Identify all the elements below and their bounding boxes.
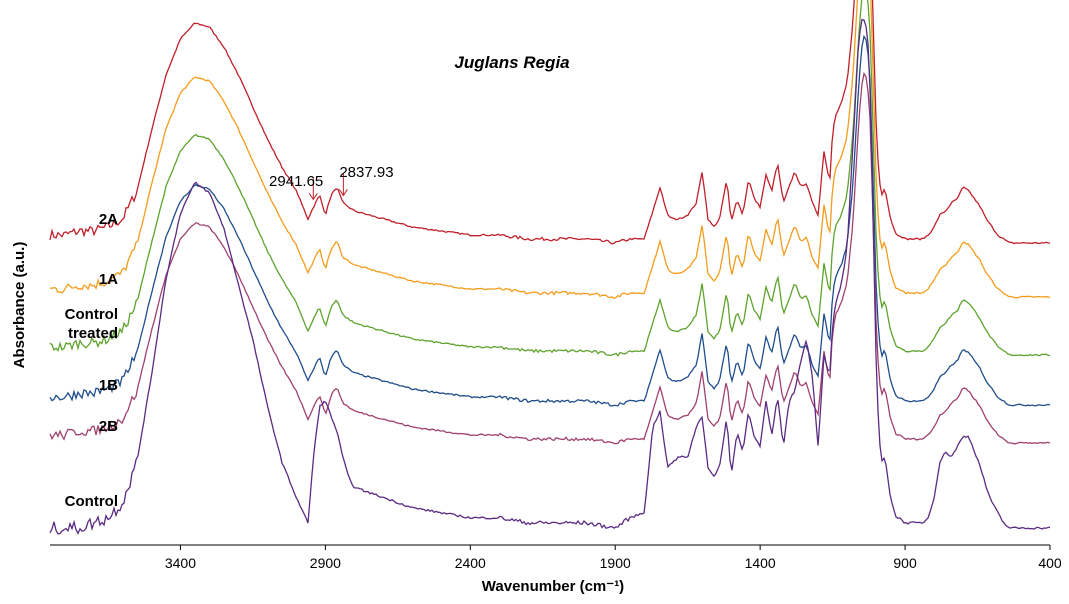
- chart-title: Juglans Regia: [454, 53, 569, 72]
- plot-area: 3400 2900 2400 1900 1400 900 400 2A 1A Control tr…: [49, 0, 1062, 571]
- series-line: [49, 0, 1051, 300]
- series-label: 1B: [99, 377, 118, 394]
- series-line: [49, 0, 1051, 357]
- series-line: [49, 71, 1051, 445]
- x-tick-label: 400: [1038, 555, 1062, 571]
- series-line: [49, 34, 1051, 407]
- series-label: 1A: [99, 271, 118, 288]
- annotation-arrowhead: [338, 189, 348, 197]
- series-line: [49, 0, 1051, 245]
- y-axis-label: Absorbance (a.u.): [11, 242, 28, 369]
- series-line: [49, 18, 1051, 535]
- x-tick-label: 1900: [600, 555, 631, 571]
- annotation-arrowhead: [308, 193, 318, 201]
- x-tick-label: 3400: [165, 555, 196, 571]
- series-lines: [49, 0, 1051, 535]
- x-tick-label: 2900: [310, 555, 341, 571]
- x-tick-label: 2400: [455, 555, 486, 571]
- x-tick-label: 1400: [745, 555, 776, 571]
- series-label: 2B: [99, 418, 118, 435]
- peak-annotations: 2941.65 2837.93: [269, 164, 394, 201]
- annotation-label: 2941.65: [269, 173, 323, 190]
- x-tick-label: 900: [893, 555, 917, 571]
- x-axis-label: Wavenumber (cm⁻¹): [482, 578, 624, 595]
- series-label: Control: [65, 493, 118, 510]
- annotation-label: 2837.93: [339, 164, 393, 181]
- series-labels: 2A 1A Control treated 1B 2B Control: [65, 211, 118, 510]
- series-label: Control treated: [65, 306, 118, 342]
- series-label: 2A: [99, 211, 118, 228]
- x-ticks: 3400 2900 2400 1900 1400 900 400: [165, 545, 1062, 571]
